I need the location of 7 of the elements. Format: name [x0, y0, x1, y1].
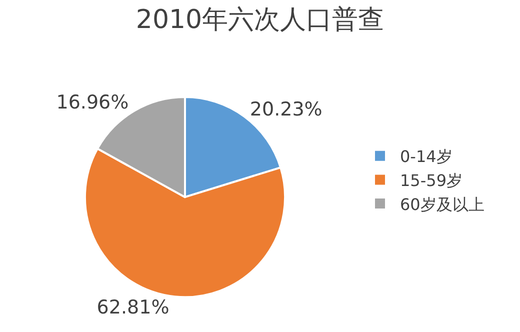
data-label: 16.96% — [56, 92, 129, 114]
data-label: 20.23% — [250, 98, 322, 120]
chart-title: 2010年六次人口普查 — [136, 5, 384, 36]
legend-label: 15-59岁 — [400, 170, 462, 190]
data-label: 62.81% — [96, 296, 170, 318]
legend-label: 0-14岁 — [400, 147, 452, 166]
legend-label: 60岁及以上 — [400, 194, 484, 214]
